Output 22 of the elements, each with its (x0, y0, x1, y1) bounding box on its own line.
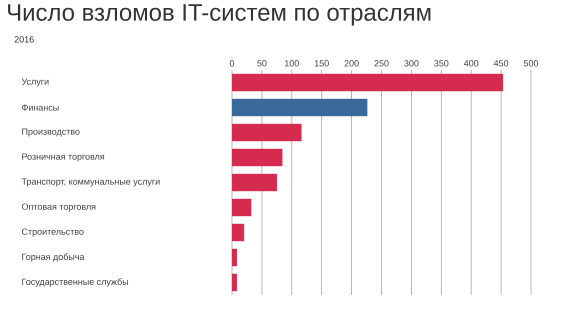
y-tick-label: Оптовая торговля (22, 203, 96, 212)
x-tick-label: 300 (404, 60, 419, 66)
x-tick-label: 350 (434, 60, 448, 66)
x-tick-label: 50 (257, 60, 267, 66)
y-tick-label: Горная добыча (22, 253, 84, 262)
x-tick-label: 150 (314, 60, 329, 66)
x-tick-label: 500 (524, 60, 538, 66)
y-tick-label: Услуги (22, 78, 48, 87)
y-tick-label: Розничная торговля (22, 153, 104, 162)
y-tick-label: Строительство (22, 228, 84, 237)
y-tick-label: Финансы (22, 104, 59, 111)
x-tick-label: 0 (230, 60, 234, 66)
x-tick-label: 100 (285, 60, 299, 66)
chart-title: Число взломов IT-систем по отраслям (8, 4, 430, 26)
y-tick-label: Транспорт, коммунальные услуги (22, 178, 160, 187)
x-tick-label: 450 (494, 60, 508, 66)
x-tick-label: 250 (374, 60, 389, 66)
y-tick-label: Государственные службы (22, 278, 128, 287)
text: 2016 (14, 36, 34, 43)
x-tick-label: 200 (344, 60, 359, 66)
y-tick-label: Производство (22, 128, 80, 137)
x-tick-label: 400 (464, 60, 478, 66)
